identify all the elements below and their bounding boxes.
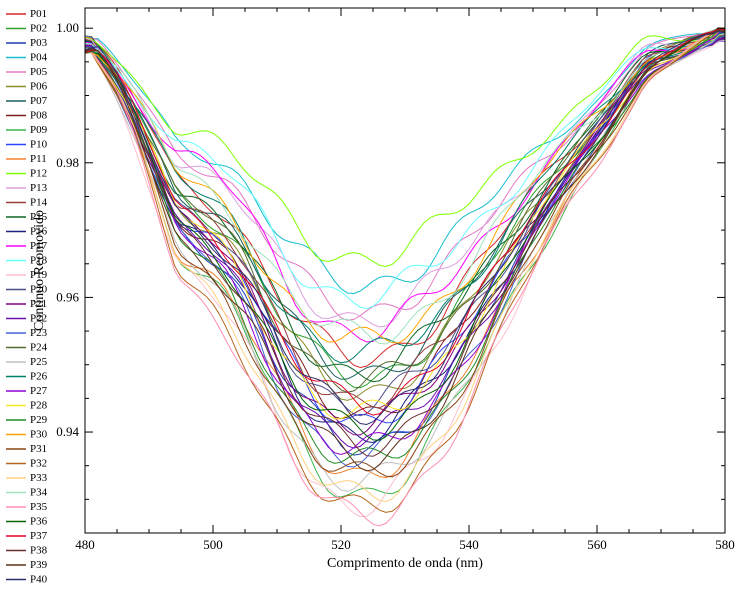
y-tick-label: 1.00 xyxy=(56,20,79,35)
legend-label-P31: P31 xyxy=(30,443,47,455)
legend-label-P29: P29 xyxy=(30,414,48,426)
legend-label-P17: P17 xyxy=(30,240,48,252)
legend-label-P35: P35 xyxy=(30,501,48,513)
y-tick-label: 0.94 xyxy=(56,424,79,439)
legend-label-P11: P11 xyxy=(30,153,47,165)
legend-label-P24: P24 xyxy=(30,342,48,354)
legend-label-P02: P02 xyxy=(30,23,47,35)
legend-label-P33: P33 xyxy=(30,472,48,484)
legend-label-P26: P26 xyxy=(30,371,48,383)
legend-label-P13: P13 xyxy=(30,182,48,194)
legend-label-P01: P01 xyxy=(30,8,47,20)
y-tick-label: 0.96 xyxy=(56,289,79,304)
legend-label-P15: P15 xyxy=(30,211,48,223)
legend-label-P03: P03 xyxy=(30,37,48,49)
legend-label-P04: P04 xyxy=(30,52,48,64)
legend-label-P12: P12 xyxy=(30,168,47,180)
x-tick-label: 520 xyxy=(331,537,351,552)
x-tick-label: 500 xyxy=(203,537,223,552)
y-tick-label: 0.98 xyxy=(56,155,79,170)
legend-label-P37: P37 xyxy=(30,530,48,542)
legend-label-P14: P14 xyxy=(30,197,48,209)
legend-label-P22: P22 xyxy=(30,313,47,325)
legend-label-P08: P08 xyxy=(30,110,48,122)
legend-label-P19: P19 xyxy=(30,269,48,281)
x-tick-label: 560 xyxy=(587,537,607,552)
legend-label-P21: P21 xyxy=(30,298,47,310)
legend-label-P20: P20 xyxy=(30,284,48,296)
x-tick-label: 580 xyxy=(715,537,735,552)
legend-label-P32: P32 xyxy=(30,458,47,470)
legend-label-P06: P06 xyxy=(30,81,48,93)
legend-label-P10: P10 xyxy=(30,139,48,151)
legend-label-P18: P18 xyxy=(30,255,48,267)
legend-label-P25: P25 xyxy=(30,356,48,368)
legend-label-P39: P39 xyxy=(30,559,48,571)
legend-label-P05: P05 xyxy=(30,66,48,78)
x-tick-label: 540 xyxy=(459,537,479,552)
legend-label-P40: P40 xyxy=(30,574,48,586)
legend-label-P34: P34 xyxy=(30,487,48,499)
legend-label-P23: P23 xyxy=(30,327,48,339)
legend-label-P16: P16 xyxy=(30,226,48,238)
legend-label-P36: P36 xyxy=(30,516,48,528)
spectral-chart: 480 500 520 540 560 580 0.94 0.96 0.98 1.00 Compr… xyxy=(0,0,743,593)
legend-label-P27: P27 xyxy=(30,385,48,397)
legend-label-P30: P30 xyxy=(30,429,48,441)
x-tick-label: 480 xyxy=(75,537,95,552)
legend-label-P07: P07 xyxy=(30,95,48,107)
legend-label-P09: P09 xyxy=(30,124,48,136)
x-axis-label: Comprimento de onda (nm) xyxy=(327,556,483,571)
legend-label-P38: P38 xyxy=(30,545,48,557)
legend-label-P28: P28 xyxy=(30,400,48,412)
